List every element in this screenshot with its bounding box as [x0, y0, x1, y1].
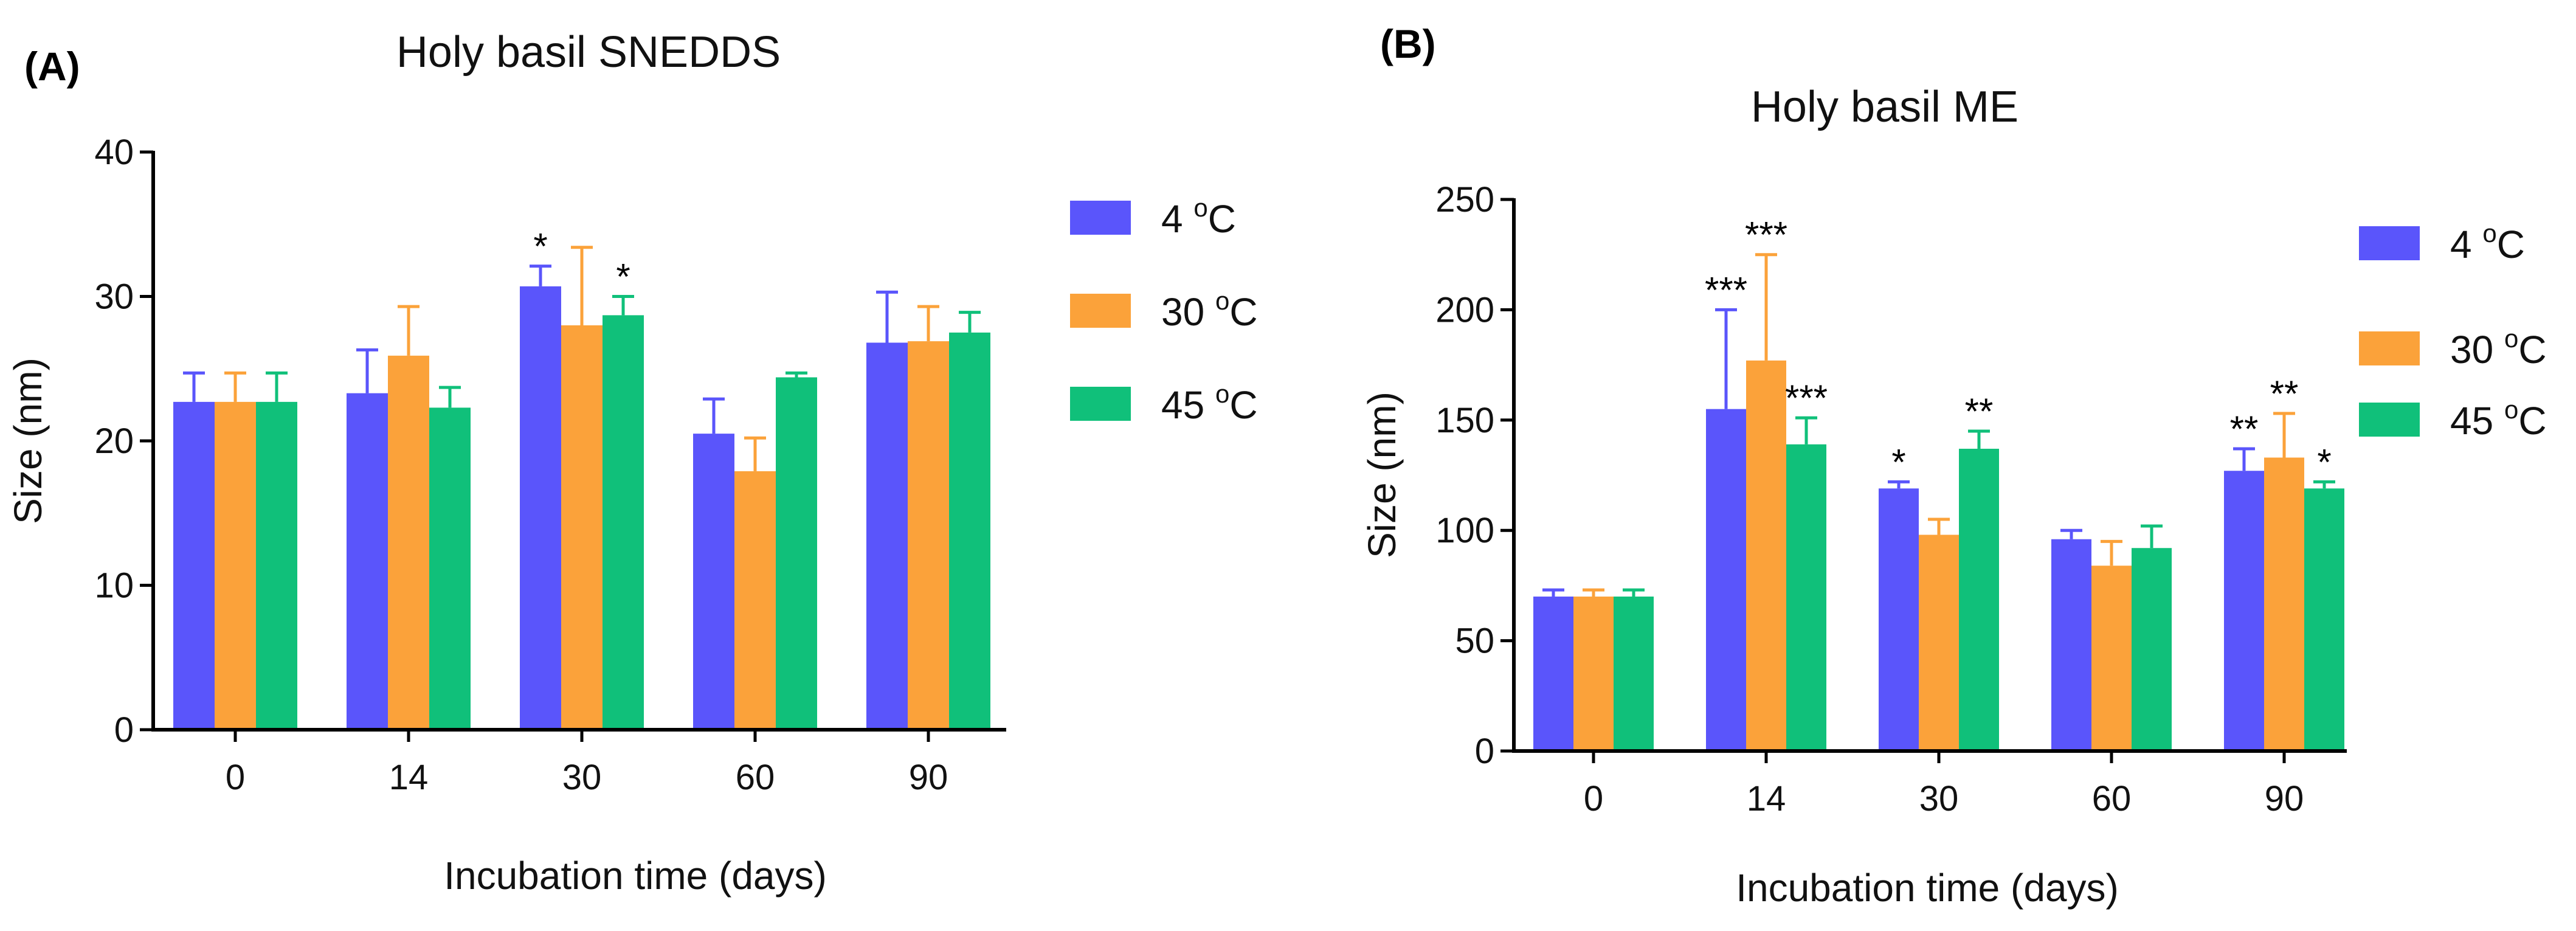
bar-30-45	[1959, 448, 1999, 751]
legend-swatch-45	[1070, 387, 1131, 421]
y-tick-label-30: 30	[94, 277, 134, 317]
y-axis-label-b: Size (nm)	[1360, 392, 1404, 558]
legend-swatch-30	[1070, 294, 1131, 328]
y-tick-label-10: 10	[94, 566, 134, 606]
legend-swatch-30	[2359, 331, 2420, 365]
y-tick-label-100: 100	[1435, 511, 1494, 550]
x-tick-label-0: 0	[1584, 779, 1603, 819]
legend-label-30: 30 oC	[2450, 324, 2547, 372]
chart-title-a: Holy basil SNEDDS	[396, 28, 781, 77]
y-tick-label-50: 50	[1455, 621, 1494, 661]
x-axis-label-a: Incubation time (days)	[444, 854, 827, 898]
x-axis-label-b: Incubation time (days)	[1736, 866, 2119, 910]
legend-label-4: 4 oC	[2450, 219, 2525, 266]
significance-30-4: *	[533, 226, 547, 267]
bar-90-45	[949, 332, 990, 730]
bar-14-45	[1786, 444, 1826, 751]
chart-panel-b: (B) Holy basil ME Incubation time (days)…	[1360, 21, 2547, 910]
bar-60-30	[734, 471, 776, 730]
chart-title-b: Holy basil ME	[1751, 83, 2018, 131]
bar-30-4	[520, 286, 561, 730]
significance-14-4: ***	[1705, 269, 1747, 310]
bar-90-4	[2224, 471, 2264, 751]
x-tick-label-30: 30	[1919, 779, 1959, 819]
y-tick-label-0: 0	[1475, 732, 1494, 771]
significance-14-45: ***	[1785, 378, 1828, 418]
legend-label-4: 4 oC	[1161, 193, 1236, 241]
bar-14-45	[429, 407, 471, 730]
legend-swatch-4	[1070, 201, 1131, 235]
y-tick-label-150: 150	[1435, 401, 1494, 440]
y-tick-label-40: 40	[94, 133, 134, 172]
x-tick-label-60: 60	[2092, 779, 2132, 819]
y-tick-label-200: 200	[1435, 290, 1494, 330]
bar-14-30	[388, 355, 429, 730]
significance-30-45: *	[616, 257, 630, 297]
bar-0-45	[256, 401, 297, 730]
bar-60-45	[776, 377, 817, 730]
bar-90-45	[2304, 488, 2344, 751]
bar-60-45	[2132, 548, 2172, 751]
x-tick-label-90: 90	[909, 758, 948, 797]
x-tick-label-14: 14	[1747, 779, 1786, 819]
x-tick-label-0: 0	[226, 758, 245, 797]
panel-label-b: (B)	[1380, 21, 1436, 66]
bar-90-30	[2264, 457, 2304, 751]
significance-90-45: *	[2317, 441, 2331, 482]
bar-60-4	[2051, 539, 2091, 751]
bar-0-4	[173, 401, 215, 730]
significance-90-30: **	[2270, 373, 2299, 414]
bar-0-30	[1573, 597, 1614, 751]
y-axis-label-a: Size (nm)	[6, 358, 50, 524]
bar-90-30	[908, 341, 949, 730]
plot-area-a: * * 0 10 20 30 40 0 14 30 60 90	[94, 133, 1006, 797]
significance-14-30: ***	[1745, 215, 1787, 255]
bar-0-4	[1533, 597, 1573, 751]
bar-14-4	[347, 393, 388, 730]
legend-a: 4 oC 30 oC 45 oC	[1070, 193, 1258, 427]
legend-label-45: 45 oC	[1161, 379, 1258, 427]
x-tick-label-60: 60	[736, 758, 775, 797]
bar-0-45	[1614, 597, 1654, 751]
y-tick-label-20: 20	[94, 421, 134, 461]
y-tick-label-0: 0	[114, 710, 134, 750]
bar-30-45	[603, 315, 644, 730]
legend-swatch-4	[2359, 226, 2420, 260]
bar-90-4	[866, 342, 908, 730]
chart-panel-a: (A) Holy basil SNEDDS Incubation time (d…	[6, 28, 1258, 898]
significance-30-45: **	[1965, 391, 1994, 432]
bar-30-4	[1879, 488, 1919, 751]
significance-30-4: *	[1891, 441, 1905, 482]
x-tick-label-90: 90	[2265, 779, 2304, 819]
significance-90-4: **	[2230, 409, 2259, 449]
legend-swatch-45	[2359, 403, 2420, 437]
bar-30-30	[561, 325, 603, 730]
x-tick-label-14: 14	[389, 758, 429, 797]
x-tick-label-30: 30	[562, 758, 602, 797]
bar-60-30	[2091, 566, 2132, 751]
legend-label-30: 30 oC	[1161, 286, 1258, 334]
bar-14-4	[1706, 409, 1746, 751]
legend-b: 4 oC 30 oC 45 oC	[2359, 219, 2547, 443]
bar-60-4	[693, 434, 734, 730]
panel-label-a: (A)	[24, 44, 80, 89]
bar-14-30	[1746, 360, 1786, 751]
legend-label-45: 45 oC	[2450, 395, 2547, 443]
y-tick-label-250: 250	[1435, 180, 1494, 220]
bar-0-30	[215, 401, 256, 730]
bar-30-30	[1919, 535, 1959, 751]
